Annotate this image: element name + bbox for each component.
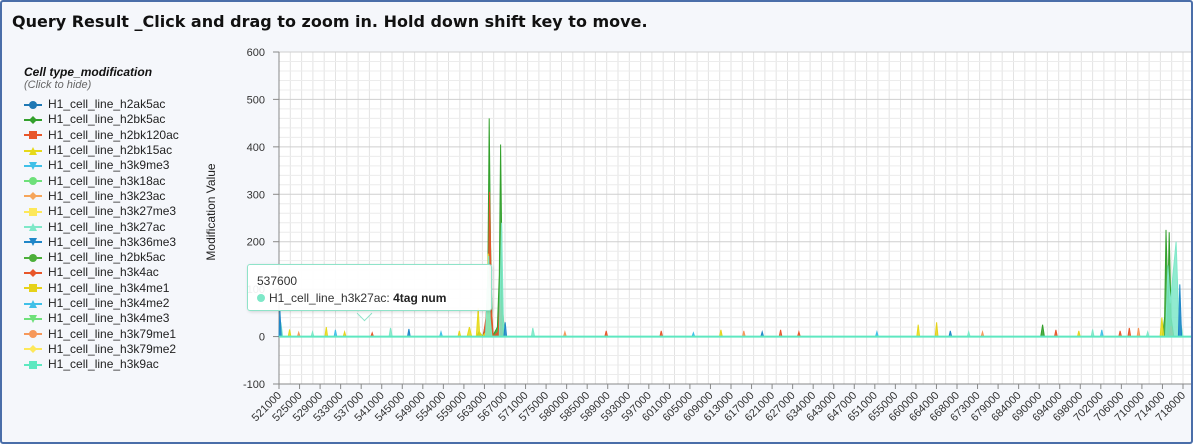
legend-item[interactable]: H1_cell_line_h2bk15ac (24, 143, 214, 158)
legend-triangle-down-marker-icon (24, 314, 42, 323)
legend-circle-marker-icon (24, 177, 42, 186)
legend-item[interactable]: H1_cell_line_h2ak5ac (24, 97, 214, 112)
legend-triangle-down-marker-icon (24, 238, 42, 247)
tooltip-x-value: 537600 (257, 274, 298, 288)
legend-circle-marker-icon (24, 330, 42, 339)
legend-item[interactable]: H1_cell_line_h2bk120ac (24, 128, 214, 143)
legend-item-label: H1_cell_line_h2bk5ac (48, 112, 166, 127)
legend-item[interactable]: H1_cell_line_h3k18ac (24, 173, 214, 188)
legend-items: H1_cell_line_h2ak5ac H1_cell_line_h2bk5ac… (24, 97, 214, 372)
y-tick-label: -100 (243, 379, 265, 391)
legend-item-label: H1_cell_line_h2bk120ac (48, 127, 179, 142)
legend-item[interactable]: H1_cell_line_h3k4ac (24, 265, 214, 280)
legend-square-marker-icon (24, 360, 42, 369)
legend-title: Cell type_modification (24, 65, 153, 79)
legend-item-label: H1_cell_line_h3k9ac (48, 357, 159, 372)
y-tick-label: 500 (247, 94, 265, 106)
legend-item[interactable]: H1_cell_line_h3k79me1 (24, 326, 214, 341)
legend-item-label: H1_cell_line_h3k4me2 (48, 296, 170, 310)
legend-circle-marker-icon (24, 253, 42, 262)
legend-item-label: H1_cell_line_h3k9me3 (48, 158, 170, 173)
legend-item-label: H1_cell_line_h3k4me3 (48, 311, 170, 326)
legend-item[interactable]: H1_cell_line_h2bk5ac (24, 112, 214, 127)
legend-item-label: H1_cell_line_h3k36me3 (48, 234, 177, 249)
tooltip-value: 4tag num (393, 291, 447, 305)
legend-diamond-marker-icon (24, 115, 42, 124)
legend-item-label: H1_cell_line_h3k4ac (48, 265, 159, 280)
tooltip: 537600 H1_cell_line_h3k27ac: 4tag num (247, 264, 492, 311)
legend-item-label: H1_cell_line_h2bk15ac (48, 143, 173, 158)
legend-item[interactable]: H1_cell_line_h3k4me3 (24, 311, 214, 326)
legend-item[interactable]: H1_cell_line_h2bk5ac (24, 250, 214, 265)
legend-item-label: H1_cell_line_h3k27ac (48, 219, 166, 234)
legend-item-label: H1_cell_line_h2ak5ac (48, 97, 166, 112)
legend-item[interactable]: H1_cell_line_h3k36me3 (24, 235, 214, 250)
chart-title: Query Result _Click and drag to zoom in.… (12, 12, 648, 31)
tooltip-series-dot-icon (257, 294, 265, 302)
legend-triangle-marker-icon (24, 146, 42, 155)
y-tick-label: 0 (259, 332, 265, 344)
series-area (278, 329, 1184, 338)
legend-item-label: H1_cell_line_h3k79me1 (48, 326, 177, 341)
legend-square-marker-icon (24, 131, 42, 140)
legend-diamond-marker-icon (24, 192, 42, 201)
legend: Cell type_modification (Click to hide) H… (24, 65, 214, 372)
legend-circle-marker-icon (24, 100, 42, 109)
legend-item-label: H1_cell_line_h3k18ac (48, 173, 166, 188)
legend-square-marker-icon (24, 284, 42, 293)
legend-item-label: H1_cell_line_h3k4me1 (48, 280, 170, 295)
y-tick-label: 400 (247, 142, 265, 154)
legend-item[interactable]: H1_cell_line_h3k4me1 (24, 281, 214, 296)
legend-triangle-marker-icon (24, 299, 42, 308)
legend-diamond-marker-icon (24, 268, 42, 277)
legend-triangle-down-marker-icon (24, 161, 42, 170)
legend-item-label: H1_cell_line_h3k79me2 (48, 341, 177, 356)
legend-item[interactable]: H1_cell_line_h3k27me3 (24, 204, 214, 219)
legend-item-label: H1_cell_line_h3k27me3 (48, 204, 177, 219)
y-tick-label: 300 (247, 189, 265, 201)
legend-item-label: H1_cell_line_h2bk5ac (48, 250, 166, 265)
legend-triangle-marker-icon (24, 223, 42, 232)
legend-item[interactable]: H1_cell_line_h3k23ac (24, 189, 214, 204)
legend-item[interactable]: H1_cell_line_h3k79me2 (24, 342, 214, 357)
legend-item[interactable]: H1_cell_line_h3k27ac (24, 219, 214, 234)
legend-square-marker-icon (24, 207, 42, 216)
tooltip-series-name: H1_cell_line_h3k27ac: (269, 291, 390, 305)
legend-item[interactable]: H1_cell_line_h3k9me3 (24, 158, 214, 173)
legend-item[interactable]: H1_cell_line_h3k4me2 (24, 296, 214, 311)
plot-background (279, 52, 1191, 384)
tooltip-series-row: H1_cell_line_h3k27ac: 4tag num (257, 291, 446, 305)
legend-item[interactable]: H1_cell_line_h3k9ac (24, 357, 214, 372)
legend-item-label: H1_cell_line_h3k23ac (48, 188, 166, 203)
y-tick-label: 600 (247, 47, 265, 59)
legend-diamond-marker-icon (24, 345, 42, 354)
y-tick-label: 200 (247, 237, 265, 249)
legend-subtitle: (Click to hide) (24, 79, 92, 91)
